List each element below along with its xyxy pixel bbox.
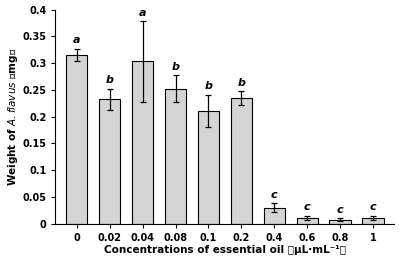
Text: c: c <box>304 202 310 212</box>
Text: b: b <box>106 75 114 85</box>
Bar <box>264 207 285 224</box>
Text: b: b <box>204 81 212 91</box>
X-axis label: Concentrations of essential oil （μL·mL⁻¹）: Concentrations of essential oil （μL·mL⁻¹… <box>104 245 346 256</box>
Bar <box>362 218 384 224</box>
Text: a: a <box>73 35 80 45</box>
Bar <box>231 98 252 224</box>
Text: c: c <box>271 189 278 200</box>
Bar <box>132 62 153 224</box>
Text: c: c <box>337 205 344 215</box>
Text: c: c <box>370 202 376 212</box>
Bar <box>330 220 351 224</box>
Text: b: b <box>237 78 245 88</box>
Bar <box>99 99 120 224</box>
Text: b: b <box>172 62 180 72</box>
Y-axis label: Weight of $\it{A. flavus}$ （mg）: Weight of $\it{A. flavus}$ （mg） <box>6 47 20 186</box>
Text: a: a <box>139 8 146 17</box>
Bar <box>165 89 186 224</box>
Bar <box>66 55 88 224</box>
Bar <box>296 218 318 224</box>
Bar <box>198 111 219 224</box>
